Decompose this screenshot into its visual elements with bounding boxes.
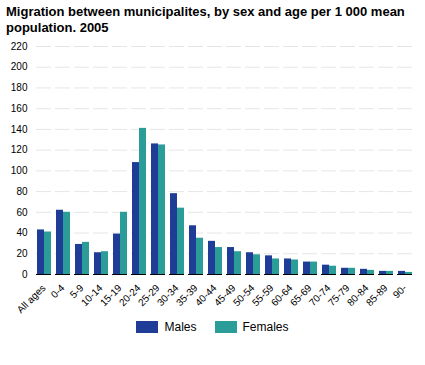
svg-text:40: 40 (16, 227, 28, 238)
svg-text:100: 100 (11, 165, 28, 176)
html-text:Migration between municipalite: Migration between municipalites, by sex … (6, 4, 405, 35)
svg-text:200: 200 (11, 61, 28, 72)
svg-text:70-74: 70-74 (306, 282, 333, 309)
svg-text:45-49: 45-49 (211, 282, 238, 309)
svg-text:55-59: 55-59 (249, 282, 276, 309)
svg-text:20: 20 (16, 248, 28, 259)
svg-text:75-79: 75-79 (325, 282, 352, 309)
svg-text:60-64: 60-64 (268, 282, 295, 309)
svg-text:160: 160 (11, 103, 28, 114)
svg-text:120: 120 (11, 144, 28, 155)
svg-text:80-84: 80-84 (344, 282, 371, 309)
svg-text:20-24: 20-24 (116, 282, 143, 309)
svg-text:All ages: All ages (15, 282, 48, 315)
svg-text:25-29: 25-29 (135, 282, 162, 309)
svg-text:80: 80 (16, 186, 28, 197)
svg-text:50-54: 50-54 (230, 282, 257, 309)
svg-text:220: 220 (11, 41, 28, 52)
svg-text:140: 140 (11, 124, 28, 135)
svg-text:60: 60 (16, 207, 28, 218)
svg-text:10-14: 10-14 (78, 282, 105, 309)
svg-text:35-39: 35-39 (173, 282, 200, 309)
svg-text:65-69: 65-69 (287, 282, 314, 309)
html-text:Females: Females (242, 320, 289, 334)
svg-text:5-9: 5-9 (67, 282, 86, 301)
svg-text:15-19: 15-19 (97, 282, 124, 309)
svg-text:30-34: 30-34 (154, 282, 181, 309)
svg-text:40-44: 40-44 (192, 282, 219, 309)
svg-text:90-: 90- (391, 282, 409, 300)
svg-text:0-4: 0-4 (49, 282, 67, 300)
svg-text:0: 0 (22, 269, 28, 280)
html-text:Males: Males (164, 320, 197, 334)
svg-text:85-89: 85-89 (364, 282, 390, 308)
svg-text:180: 180 (11, 82, 28, 93)
